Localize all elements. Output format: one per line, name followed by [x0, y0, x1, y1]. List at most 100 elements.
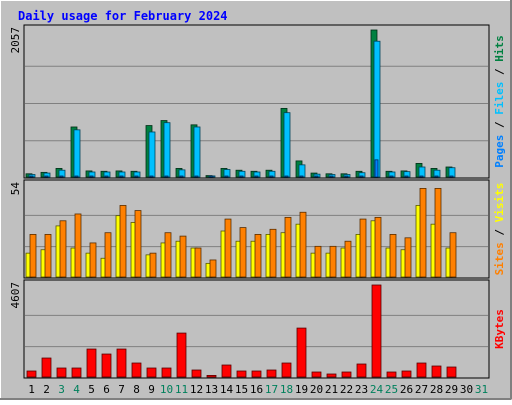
- bar-kbytes-day-1: [26, 370, 37, 378]
- bar-kbytes-day-15: [236, 370, 247, 378]
- bar-sites-day-22: [344, 240, 352, 278]
- bar-pages-day-28: [434, 175, 439, 178]
- bar-sites-day-9: [149, 252, 157, 278]
- x-tick-label-day-25: 25: [385, 383, 398, 396]
- x-tick-label-day-8: 8: [133, 383, 140, 396]
- bar-sites-day-27: [419, 188, 427, 278]
- bar-pages-day-17: [269, 175, 274, 178]
- legend-entry: Visits: [493, 183, 506, 223]
- bar-sites-day-17: [269, 228, 277, 278]
- bar-pages-day-7: [119, 175, 124, 178]
- bar-pages-day-11: [179, 175, 184, 178]
- bar-sites-day-20: [314, 245, 322, 278]
- bar-kbytes-day-9: [146, 367, 157, 378]
- bar-pages-day-20: [314, 175, 319, 178]
- bar-files-day-27: [418, 166, 426, 178]
- bar-files-day-4: [73, 129, 81, 178]
- x-tick-label-day-29: 29: [445, 383, 458, 396]
- bar-pages-day-16: [254, 175, 259, 178]
- legend-entry: Pages: [493, 135, 506, 168]
- x-tick-label-day-19: 19: [295, 383, 308, 396]
- bar-pages-day-27: [419, 175, 424, 178]
- bar-pages-day-23: [359, 175, 364, 178]
- x-tick-label-day-7: 7: [118, 383, 125, 396]
- legend-entry: /: [493, 115, 506, 135]
- bar-sites-day-29: [449, 232, 457, 278]
- x-tick-label-day-21: 21: [325, 383, 338, 396]
- legend-visits_sites: Sites / Visits: [493, 183, 506, 276]
- x-tick-label-day-31: 31: [475, 383, 488, 396]
- bar-pages-day-12: [194, 175, 199, 178]
- x-tick-label-day-9: 9: [148, 383, 155, 396]
- bar-sites-day-1: [29, 234, 37, 278]
- x-tick-label-day-2: 2: [43, 383, 50, 396]
- bar-pages-day-4: [74, 175, 79, 178]
- x-tick-label-day-18: 18: [280, 383, 293, 396]
- x-tick-label-day-15: 15: [235, 383, 248, 396]
- bar-pages-day-18: [284, 175, 289, 178]
- bar-sites-day-21: [329, 245, 337, 278]
- bar-sites-day-7: [119, 205, 127, 278]
- bar-pages-day-26: [404, 175, 409, 178]
- bar-pages-day-9: [149, 175, 154, 178]
- bar-kbytes-day-13: [206, 375, 217, 378]
- bar-kbytes-day-28: [431, 365, 442, 378]
- bar-sites-day-28: [434, 188, 442, 278]
- bar-pages-day-8: [134, 175, 139, 178]
- bar-pages-day-22: [344, 175, 349, 178]
- bar-kbytes-day-6: [101, 353, 112, 378]
- bar-pages-day-19: [299, 175, 304, 178]
- x-tick-label-day-6: 6: [103, 383, 110, 396]
- x-tick-label-day-27: 27: [415, 383, 428, 396]
- bar-kbytes-day-24: [371, 284, 382, 378]
- legend-entry: Hits: [493, 35, 506, 62]
- legend-entry: /: [493, 222, 506, 242]
- legend-entry: KBytes: [493, 309, 506, 349]
- bar-files-day-12: [193, 126, 201, 178]
- x-tick-label-day-14: 14: [220, 383, 234, 396]
- x-tick-label-day-11: 11: [175, 383, 188, 396]
- x-tick-label-day-17: 17: [265, 383, 278, 396]
- bar-kbytes-day-18: [281, 362, 292, 378]
- bar-kbytes-day-27: [416, 362, 427, 378]
- bar-sites-day-4: [74, 213, 82, 278]
- bar-sites-day-23: [359, 218, 367, 278]
- bar-files-day-10: [163, 122, 171, 178]
- bar-kbytes-day-5: [86, 348, 97, 378]
- x-tick-label-day-12: 12: [190, 383, 203, 396]
- bar-pages-day-14: [224, 175, 229, 178]
- bar-pages-day-5: [89, 175, 94, 178]
- bar-kbytes-day-25: [386, 371, 397, 378]
- bar-sites-day-6: [104, 232, 112, 278]
- bar-files-day-19: [298, 164, 306, 178]
- panel-visits_sites: 54 Sites / Visits: [9, 179, 506, 279]
- x-tick-label-day-28: 28: [430, 383, 443, 396]
- legend-entry: Sites: [493, 242, 506, 275]
- bar-pages-day-10: [164, 175, 169, 178]
- bar-pages-day-21: [329, 175, 334, 178]
- x-tick-label-day-16: 16: [250, 383, 263, 396]
- y-max-label-kbytes: 4607: [9, 282, 22, 309]
- bar-kbytes-day-2: [41, 357, 52, 378]
- bar-pages-day-15: [239, 175, 244, 178]
- bar-sites-day-19: [299, 211, 307, 278]
- bar-kbytes-day-26: [401, 370, 412, 378]
- bar-files-day-9: [148, 131, 156, 178]
- bar-kbytes-day-14: [221, 364, 232, 378]
- chart-title: Daily usage for February 2024: [18, 9, 228, 23]
- x-tick-label-day-1: 1: [28, 383, 35, 396]
- x-tick-label-day-10: 10: [160, 383, 173, 396]
- x-tick-label-day-13: 13: [205, 383, 218, 396]
- bar-kbytes-day-17: [266, 369, 277, 378]
- bar-sites-day-25: [389, 234, 397, 278]
- panel-kbytes: 4607 KBytes: [9, 279, 506, 379]
- bar-sites-day-13: [209, 259, 217, 278]
- x-tick-label-day-4: 4: [73, 383, 80, 396]
- bar-pages-day-29: [449, 175, 454, 178]
- x-tick-label-day-26: 26: [400, 383, 413, 396]
- bar-kbytes-day-11: [176, 332, 187, 378]
- bar-files-day-18: [283, 112, 291, 178]
- legend-kbytes: KBytes: [493, 309, 506, 349]
- bar-sites-day-15: [239, 227, 247, 278]
